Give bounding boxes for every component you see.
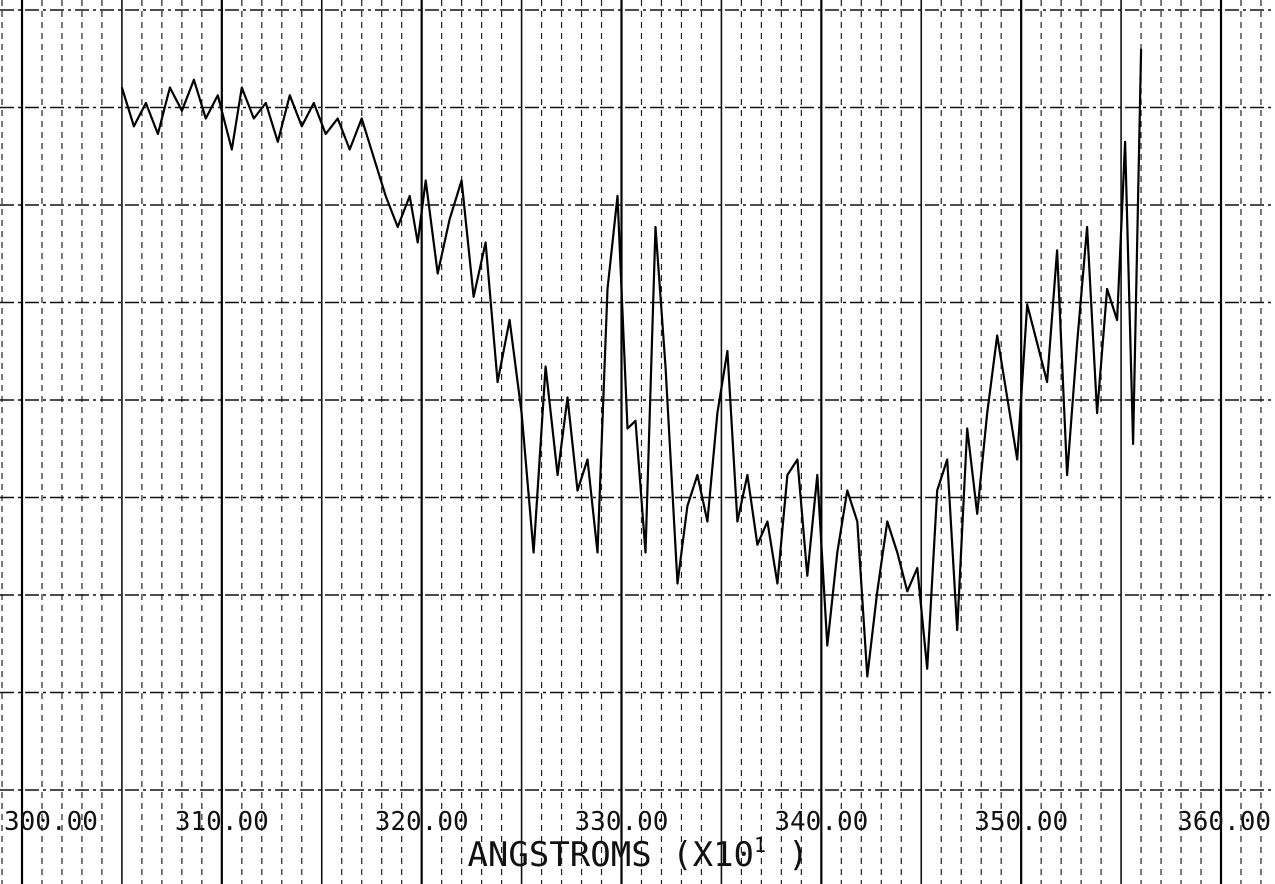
x-axis-title-exponent: 1 bbox=[754, 833, 766, 857]
series-layer bbox=[120, 48, 1143, 678]
x-tick-label: 330.00 bbox=[575, 807, 669, 837]
x-axis-title-close: ) bbox=[788, 835, 808, 875]
x-tick-label: 310.00 bbox=[175, 807, 269, 837]
spectrum-line bbox=[120, 48, 1143, 678]
x-tick-label: 350.00 bbox=[974, 807, 1068, 837]
x-tick-label: 340.00 bbox=[774, 807, 868, 837]
x-axis-title: ANGSTROMS (X101) bbox=[467, 833, 808, 875]
x-axis-title-text: ANGSTROMS (X10 bbox=[467, 835, 754, 875]
x-tick-labels: 300.00 310.00 320.00 330.00 340.00 350.00 360.… bbox=[4, 807, 1271, 837]
x-tick-label: 360.00 bbox=[1177, 807, 1271, 837]
x-tick-label: 300.00 bbox=[4, 807, 98, 837]
x-tick-label: 320.00 bbox=[375, 807, 469, 837]
